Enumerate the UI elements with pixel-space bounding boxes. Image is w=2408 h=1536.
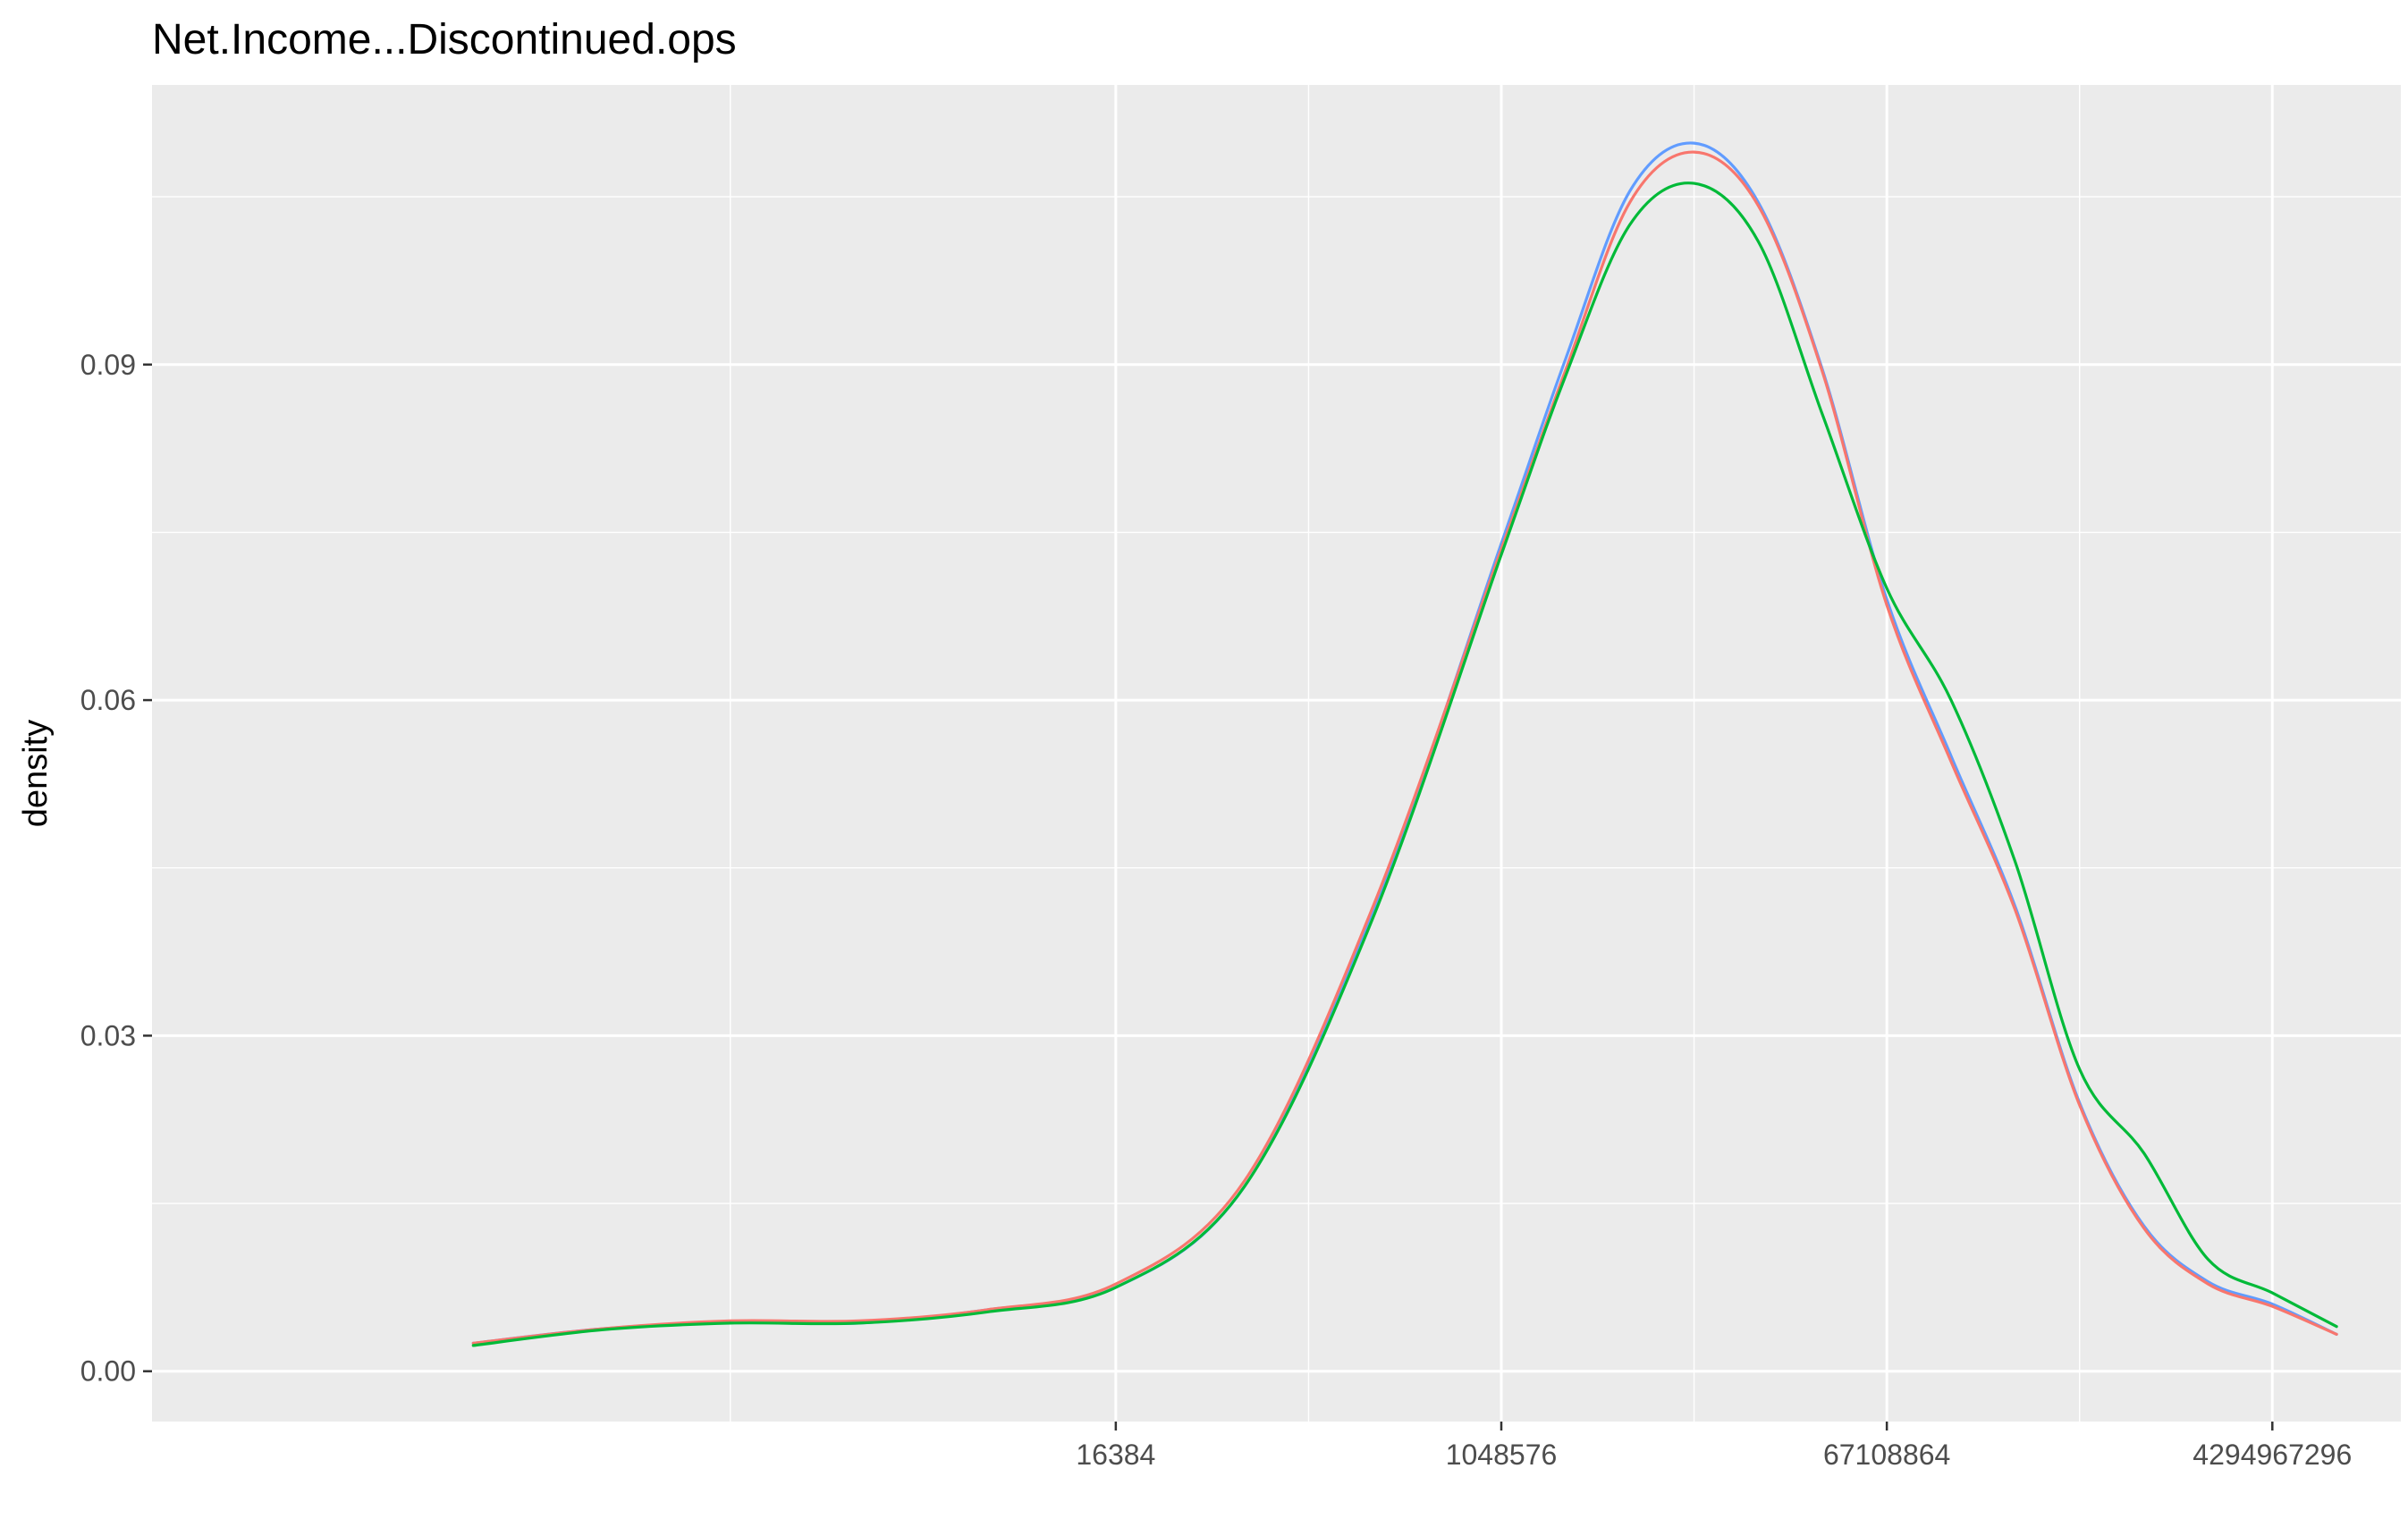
x-tick-label: 16384 [1076, 1439, 1155, 1471]
y-axis-label: density [17, 720, 55, 827]
y-tick-label: 0.03 [80, 1019, 136, 1051]
y-tick-label: 0.06 [80, 684, 136, 716]
x-axis: 16384 1048576 67108864 4294967296 [1076, 1422, 2352, 1471]
density-curve-red [471, 150, 2338, 1345]
x-tick-label: 67108864 [1823, 1439, 1950, 1471]
y-tick-label: 0.09 [80, 349, 136, 381]
minor-gridlines [152, 85, 2401, 1422]
major-gridlines [152, 85, 2401, 1422]
x-tick-label: 4294967296 [2193, 1439, 2352, 1471]
plot-panel [152, 85, 2401, 1422]
y-tick-label: 0.00 [80, 1355, 136, 1388]
density-curve-green [471, 181, 2338, 1347]
chart-title: Net.Income...Discontinued.ops [152, 16, 737, 63]
density-curves [471, 141, 2338, 1347]
x-tick-label: 1048576 [1446, 1439, 1558, 1471]
y-axis: 0.00 0.03 0.06 0.09 [80, 349, 152, 1388]
